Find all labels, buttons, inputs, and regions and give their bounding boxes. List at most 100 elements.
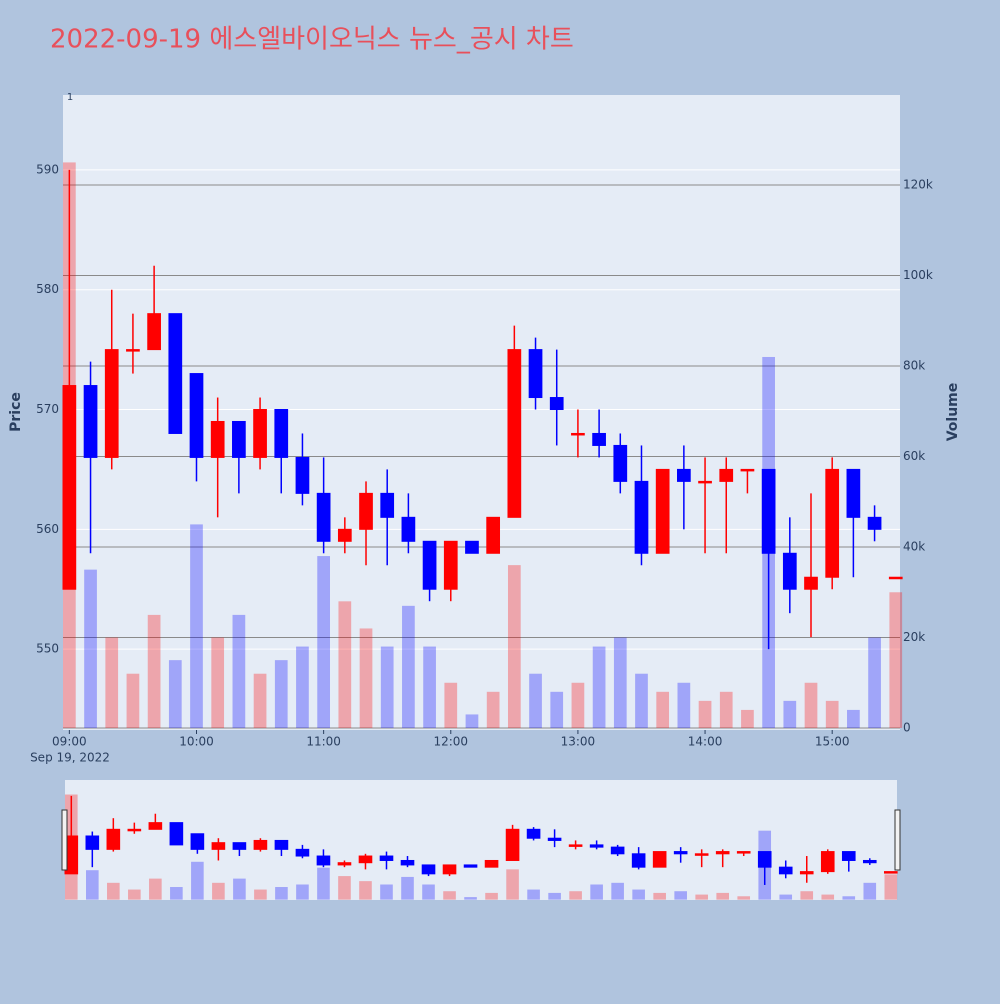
volume-bar [317, 556, 330, 729]
candle-body [232, 842, 247, 850]
volume-bar [674, 891, 687, 900]
y-tick-label: 570 [36, 402, 59, 416]
candle-body [463, 864, 478, 868]
rangeslider-handle-left[interactable] [61, 809, 68, 871]
candle-body [168, 313, 183, 434]
candle-body [698, 480, 712, 484]
y2-tick-label: 80k [903, 359, 925, 373]
y2-tick-label: 40k [903, 540, 925, 554]
volume-bar [821, 894, 835, 900]
volume-bar [274, 660, 288, 729]
volume-bar [719, 691, 733, 729]
volume-bar [800, 891, 814, 900]
volume-bar [359, 881, 372, 900]
volume-bar [149, 878, 162, 900]
candle-body [211, 842, 226, 850]
candle-body [719, 468, 734, 482]
y-tick-label: 590 [36, 162, 59, 176]
candle-body [337, 528, 352, 542]
volume-bar [716, 892, 729, 900]
candle-body [106, 828, 121, 850]
volume-bar [611, 882, 624, 900]
candle-body [189, 373, 204, 458]
volume-bar [529, 673, 542, 729]
volume-bar [296, 646, 309, 729]
candle-body [694, 853, 709, 856]
volume-bar [825, 700, 839, 729]
volume-bar [380, 884, 393, 900]
candle-body [592, 432, 606, 446]
candle-body [274, 409, 289, 458]
rangeslider-handle-right[interactable] [894, 809, 901, 871]
rangeslider-background [65, 780, 897, 900]
rangeslider[interactable] [64, 794, 898, 900]
candle-body [147, 313, 161, 351]
volume-bar [884, 874, 898, 900]
y2-tick-label: 60k [903, 449, 925, 463]
volume-bar [656, 691, 670, 729]
candle-body [169, 822, 184, 846]
candle-body [799, 871, 814, 875]
candle-body [862, 859, 877, 864]
candle-body [274, 839, 289, 850]
volume-bar [359, 628, 373, 729]
volume-bar [485, 892, 498, 900]
volume-bar [527, 889, 540, 900]
candle-body [316, 492, 331, 542]
candle-body [804, 576, 818, 590]
y2-tick-label: 120k [903, 178, 933, 192]
candle-body [846, 468, 861, 518]
candle-body [443, 540, 458, 590]
volume-bar [635, 673, 648, 729]
volume-bar [889, 592, 903, 729]
candle-body [127, 828, 142, 832]
volume-bar [253, 673, 267, 729]
candle-body [379, 855, 394, 861]
candle-body [568, 844, 583, 847]
volume-bar [190, 524, 203, 729]
volume-bar [465, 714, 479, 729]
candle-body [62, 385, 77, 590]
candle-body [337, 862, 352, 866]
y-axis-title: Price [8, 392, 24, 432]
volume-bar [212, 882, 225, 900]
candle-body [210, 420, 225, 458]
volume-bar [233, 878, 246, 900]
volume-bar [275, 887, 288, 900]
volume-bar [211, 637, 225, 729]
candle-body [526, 828, 541, 839]
candle-body [401, 516, 416, 542]
candle-body [253, 839, 268, 850]
volume-bar [677, 682, 691, 729]
candle-body [528, 349, 543, 399]
volume-bar [296, 884, 309, 900]
volume-bar [698, 700, 712, 729]
volume-bar [569, 891, 582, 900]
volume-bar [254, 889, 267, 900]
volume-bar [232, 614, 246, 729]
candle-body [484, 859, 499, 868]
x-tick-label: 10:00 [179, 735, 214, 749]
volume-bar [380, 646, 394, 729]
candle-body [316, 855, 331, 866]
candle-body [673, 851, 688, 855]
candle-body [380, 492, 395, 518]
volume-bar [128, 889, 141, 900]
candle-body [613, 444, 628, 482]
volume-bar [443, 891, 456, 900]
x-date-label: Sep 19, 2022 [30, 751, 110, 765]
candle-body [422, 540, 437, 590]
candle-body [358, 855, 373, 864]
candle-body [253, 409, 267, 458]
x-tick-label: 11:00 [306, 735, 341, 749]
candle-body [841, 851, 856, 861]
candle-body [761, 468, 776, 554]
volume-bar [741, 709, 754, 729]
candle-body [505, 828, 520, 861]
volume-bar [550, 691, 564, 729]
volume-bar [592, 646, 606, 729]
volume-bar [804, 682, 818, 729]
y-tick-label: 580 [36, 282, 59, 296]
grid [63, 169, 900, 734]
volume-bar [86, 870, 99, 900]
